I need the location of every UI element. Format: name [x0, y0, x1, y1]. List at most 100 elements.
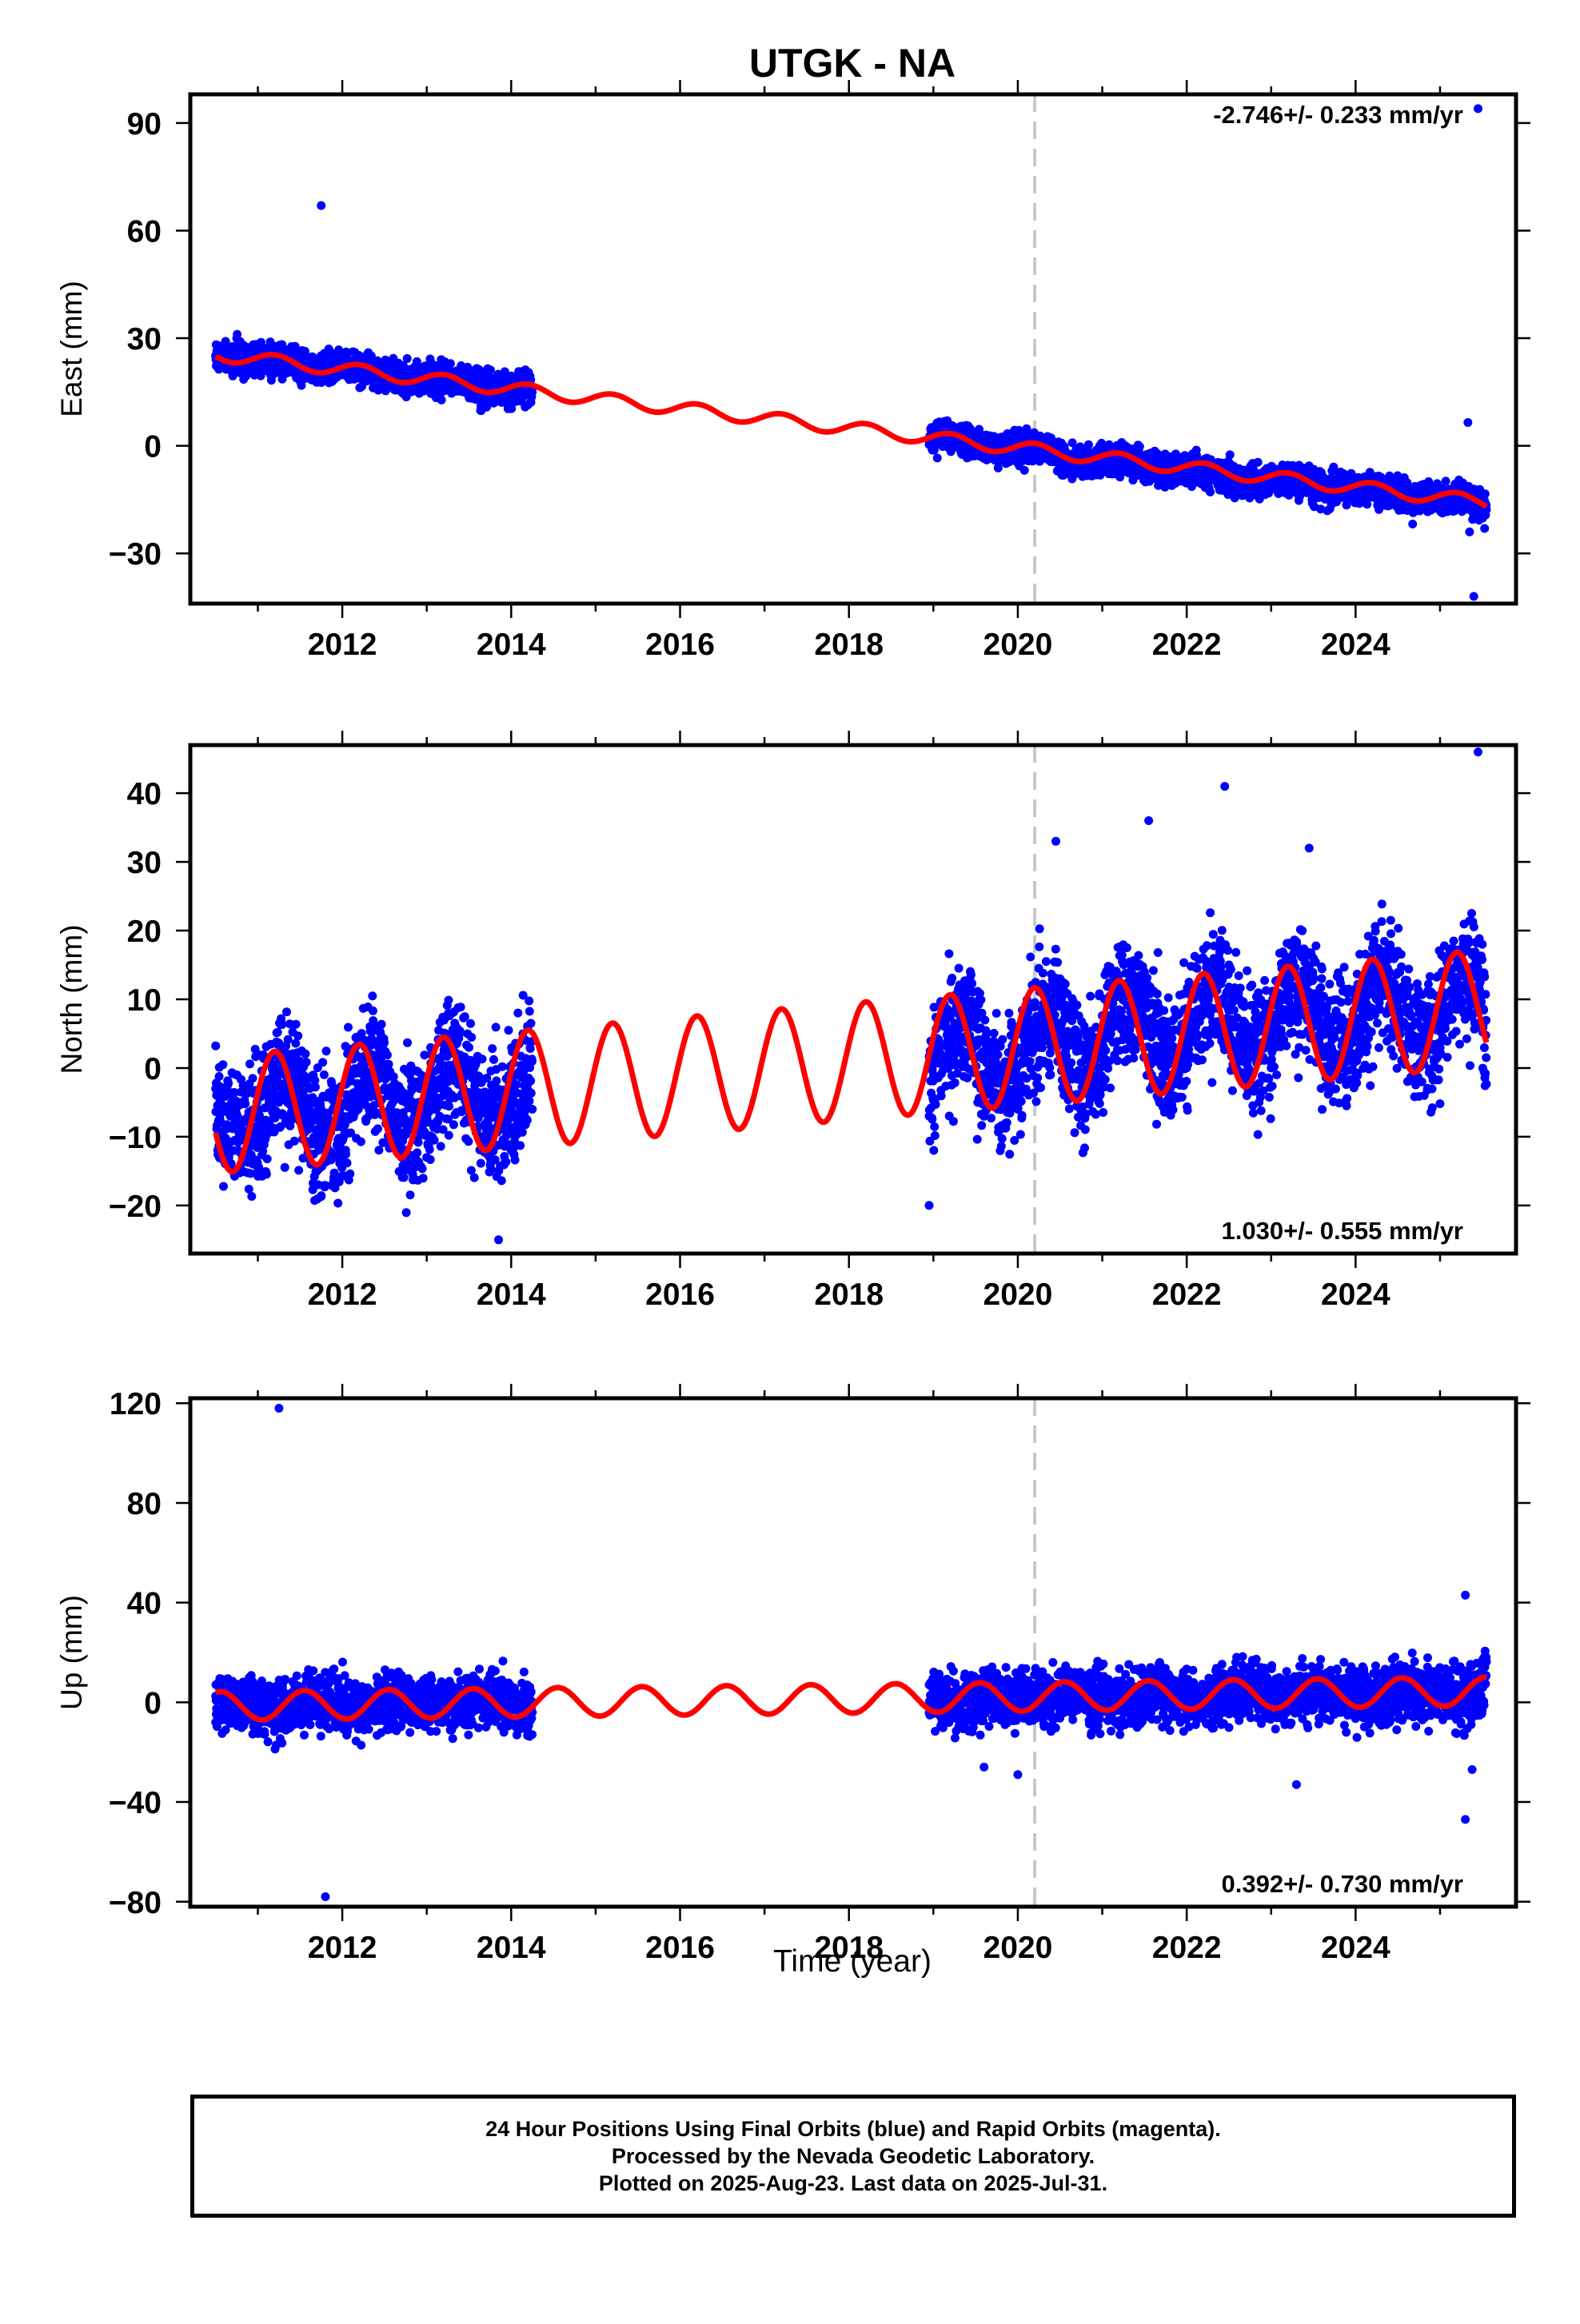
x-tick-label: 2016 — [645, 628, 715, 662]
data-point — [1408, 520, 1417, 528]
data-point — [357, 1138, 365, 1146]
data-point — [330, 1169, 339, 1178]
data-point — [445, 1102, 453, 1110]
data-point — [403, 1038, 412, 1047]
data-point — [211, 1042, 220, 1050]
x-tick-label: 2014 — [477, 628, 546, 662]
data-point — [400, 1173, 409, 1182]
y-tick-label: 60 — [127, 214, 162, 249]
data-point — [291, 1039, 300, 1048]
series-point — [485, 381, 494, 389]
data-point — [215, 1072, 224, 1081]
data-point — [461, 1012, 469, 1021]
outlier-point — [317, 201, 325, 210]
series-point — [1098, 460, 1107, 468]
rate-annotation: -2.746+/- 0.233 mm/yr — [1213, 101, 1463, 129]
data-point — [403, 354, 412, 363]
data-point — [344, 1023, 353, 1032]
data-point — [345, 1170, 354, 1178]
data-point — [385, 1060, 393, 1069]
data-point — [445, 1131, 453, 1140]
data-point — [297, 381, 306, 390]
data-point — [368, 991, 377, 1000]
series-point — [1203, 474, 1212, 483]
data-point — [320, 1070, 329, 1079]
data-point — [262, 1170, 271, 1178]
series-point — [1372, 492, 1381, 500]
data-point — [437, 1142, 445, 1150]
data-point — [241, 1099, 249, 1108]
x-tick-label: 2020 — [984, 628, 1053, 662]
series-point — [992, 438, 1001, 447]
y-tick-label: 30 — [127, 322, 162, 357]
data-point — [402, 1208, 411, 1217]
data-point — [457, 1003, 465, 1011]
outlier-point — [1465, 528, 1474, 536]
data-point — [373, 1124, 382, 1133]
data-point — [263, 1154, 272, 1163]
data-point — [445, 996, 453, 1005]
series-point — [1035, 448, 1043, 457]
y-tick-label: −30 — [109, 537, 162, 572]
data-point — [933, 453, 942, 462]
series-point — [1119, 460, 1127, 468]
series-point — [1288, 481, 1297, 490]
data-point — [318, 1058, 327, 1066]
series-point — [444, 381, 453, 389]
data-point — [281, 1163, 289, 1172]
data-point — [437, 396, 446, 405]
data-point — [1480, 524, 1489, 533]
outlier-point — [1470, 592, 1478, 601]
data-point — [1020, 466, 1029, 475]
data-point — [341, 1150, 350, 1158]
data-point — [1135, 442, 1144, 451]
series-point — [317, 359, 325, 368]
y-tick-label: 90 — [127, 107, 162, 142]
data-point — [277, 1020, 286, 1029]
data-point — [449, 1120, 458, 1129]
data-point — [425, 1145, 434, 1154]
data-point — [245, 1059, 254, 1068]
data-point — [406, 1190, 415, 1199]
y-tick-label: 0 — [144, 430, 162, 464]
data-point — [430, 1136, 439, 1145]
chart-title: UTGK - NA — [749, 41, 956, 86]
data-point — [413, 1148, 421, 1157]
series-point — [359, 369, 368, 378]
data-point — [419, 1174, 428, 1182]
series-point — [274, 362, 283, 371]
data-point — [294, 1166, 303, 1174]
data-point — [456, 1026, 465, 1035]
data-point — [1481, 489, 1490, 498]
data-point — [218, 1060, 227, 1069]
data-points-east — [211, 104, 1490, 600]
data-point — [224, 1079, 233, 1088]
data-point — [282, 1007, 291, 1016]
data-point — [273, 1028, 282, 1037]
series-point — [1436, 499, 1445, 508]
series-point — [1267, 481, 1275, 490]
series-point — [1183, 470, 1191, 479]
data-point — [290, 1137, 299, 1146]
x-tick-label: 2024 — [1321, 628, 1390, 662]
data-point — [311, 1082, 320, 1091]
y-axis-label: East (mm) — [55, 281, 88, 417]
data-point — [219, 1182, 228, 1191]
data-point — [1084, 440, 1093, 449]
data-point — [301, 1050, 309, 1058]
data-point — [446, 359, 455, 368]
outlier-point — [1474, 104, 1482, 113]
data-point — [1226, 450, 1235, 459]
series-point — [1457, 502, 1466, 511]
data-point — [418, 1164, 427, 1173]
series-point — [233, 352, 241, 361]
data-point — [464, 1137, 473, 1146]
data-point — [486, 365, 495, 374]
data-point — [1442, 476, 1450, 485]
data-point — [247, 1192, 256, 1201]
data-point — [377, 1020, 386, 1029]
series-point — [401, 366, 410, 375]
data-point — [333, 1199, 342, 1208]
